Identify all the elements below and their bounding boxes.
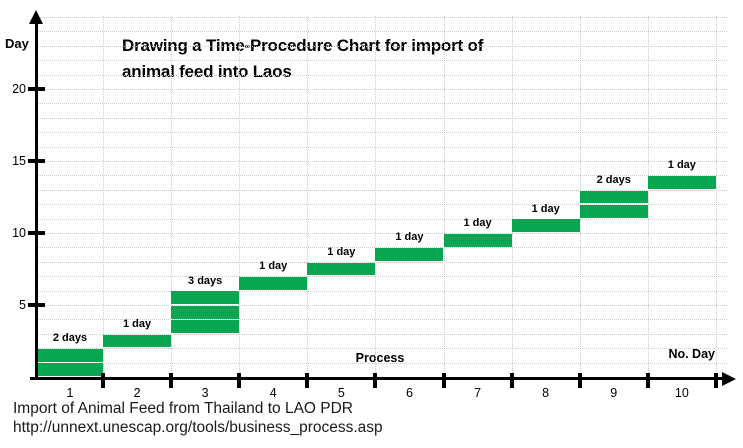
vertical-gridline <box>647 16 649 377</box>
horizontal-gridline <box>37 348 727 350</box>
horizontal-gridline <box>37 103 727 105</box>
chart-title-line2: animal feed into Laos <box>122 62 292 81</box>
vertical-gridline <box>443 16 445 377</box>
x-tick-label: 5 <box>337 386 345 400</box>
bar-duration-label: 1 day <box>667 159 696 172</box>
horizontal-gridline <box>37 60 727 62</box>
horizontal-gridline <box>37 31 727 33</box>
bar-duration-label: 1 day <box>259 260 288 273</box>
bar-segment <box>647 176 716 189</box>
vertical-gridline <box>715 16 717 377</box>
bar-segment <box>239 277 308 290</box>
x-axis-tick <box>237 373 242 388</box>
bar-segment <box>579 190 648 204</box>
vertical-gridline <box>239 16 241 377</box>
horizontal-gridline <box>37 89 727 90</box>
bar-duration-label: 2 days <box>596 173 631 186</box>
bar-duration-label: 1 day <box>327 245 356 258</box>
x-tick-label: 9 <box>610 386 618 400</box>
x-tick-label: 3 <box>201 386 209 400</box>
x-axis-tick <box>169 373 174 388</box>
horizontal-gridline <box>37 117 727 119</box>
x-axis-tick <box>645 373 650 388</box>
horizontal-gridline <box>37 333 727 335</box>
horizontal-gridline <box>37 290 727 292</box>
vertical-gridline <box>103 16 104 377</box>
y-axis-line <box>35 22 38 380</box>
bar-segment <box>579 205 648 218</box>
vertical-gridline <box>307 16 309 377</box>
x-axis-tick <box>373 373 378 388</box>
caption-source-title: Import of Animal Feed from Thailand to L… <box>13 400 354 417</box>
y-tick-label: 5 <box>19 298 26 312</box>
x-axis-tick <box>509 373 514 388</box>
x-axis-title: Process <box>355 351 405 365</box>
x-axis-end-title: No. Day <box>668 347 715 361</box>
bar-segment <box>511 219 580 233</box>
x-tick-label: 7 <box>474 386 482 400</box>
bar-segment <box>443 233 512 247</box>
horizontal-gridline <box>37 74 727 76</box>
bar-segment <box>103 334 172 348</box>
bar-segment <box>171 291 240 305</box>
horizontal-gridline <box>37 132 727 134</box>
horizontal-gridline <box>37 218 727 220</box>
x-axis-arrowhead-icon <box>722 371 736 386</box>
bar-segment <box>375 248 444 261</box>
bar-segment <box>171 305 240 319</box>
y-axis-arrowhead-icon <box>29 10 43 24</box>
horizontal-gridline <box>37 146 727 148</box>
x-axis-tick <box>101 373 105 388</box>
horizontal-gridline <box>37 362 727 364</box>
caption-source-url: http://unnext.unescap.org/tools/business… <box>13 419 383 436</box>
x-axis-tick <box>713 373 718 388</box>
horizontal-gridline <box>37 189 727 191</box>
bar-segment <box>171 320 240 333</box>
x-tick-label: 8 <box>542 386 550 400</box>
bar-segment <box>37 349 103 362</box>
chart-title-line1: Drawing a Time-Procedure Chart for impor… <box>122 36 484 55</box>
x-axis-tick <box>441 373 446 388</box>
horizontal-gridline <box>37 161 727 162</box>
horizontal-gridline <box>37 233 727 234</box>
x-tick-label: 4 <box>269 386 277 400</box>
vertical-gridline <box>511 16 513 377</box>
bar-duration-label: 1 day <box>122 317 152 330</box>
x-tick-label: 2 <box>133 386 141 400</box>
horizontal-gridline <box>37 247 727 249</box>
horizontal-gridline <box>37 305 727 306</box>
horizontal-gridline <box>37 276 727 278</box>
bar-duration-label: 1 day <box>395 231 424 244</box>
bar-duration-label: 2 days <box>52 332 88 345</box>
y-tick-label: 20 <box>12 82 26 96</box>
chart-title: Drawing a Time-Procedure Chart for impor… <box>122 33 483 85</box>
bar-segment <box>37 363 103 377</box>
bar-segment <box>307 262 376 276</box>
vertical-gridline <box>171 16 173 377</box>
x-axis-tick <box>305 373 310 388</box>
vertical-gridline <box>375 16 377 377</box>
horizontal-gridline <box>37 319 727 321</box>
bar-duration-label: 1 day <box>531 202 560 215</box>
x-tick-label: 10 <box>674 386 689 400</box>
bar-duration-label: 3 days <box>188 274 223 287</box>
y-tick-label: 15 <box>12 154 26 168</box>
horizontal-gridline <box>37 204 727 206</box>
x-axis-line <box>30 377 724 380</box>
y-axis-title: Day <box>5 36 29 51</box>
horizontal-gridline <box>37 45 727 47</box>
x-tick-label: 1 <box>66 386 74 400</box>
horizontal-gridline <box>37 17 727 18</box>
bar-duration-label: 1 day <box>463 217 492 229</box>
y-tick-label: 10 <box>12 226 26 240</box>
x-tick-label: 6 <box>405 386 413 400</box>
x-axis-tick <box>577 373 582 388</box>
horizontal-gridline <box>37 175 727 177</box>
horizontal-gridline <box>37 261 727 263</box>
